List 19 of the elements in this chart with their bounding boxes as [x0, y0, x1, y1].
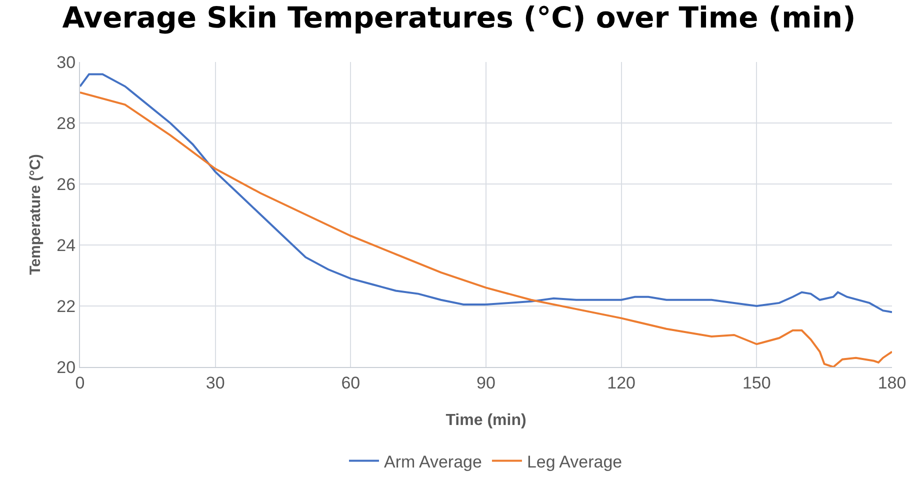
x-tick-label: 120 — [607, 373, 636, 392]
legend-label: Leg Average — [526, 452, 622, 472]
y-tick-label: 28 — [56, 114, 76, 133]
y-tick-label: 22 — [56, 296, 76, 316]
y-tick-label: 30 — [56, 52, 76, 72]
y-axis-title: Temperature (°C) — [27, 154, 44, 275]
x-tick-label: 60 — [341, 373, 360, 392]
line-series — [80, 73, 892, 314]
y-tick-label: 24 — [56, 236, 76, 255]
y-tick-label: 26 — [56, 174, 76, 194]
x-axis-title: Time (min) — [446, 412, 526, 429]
chart-title: Average Skin Temperatures (°C) over Time (min) — [62, 0, 856, 35]
x-tick-label: 30 — [206, 373, 225, 392]
x-tick-label: 180 — [878, 373, 906, 392]
x-tick-label: 0 — [75, 373, 85, 392]
x-tick-label: 150 — [742, 373, 771, 392]
legend-label: Arm Average — [384, 452, 482, 472]
y-tick-label: 20 — [56, 358, 76, 377]
x-tick-label: 90 — [476, 373, 496, 392]
